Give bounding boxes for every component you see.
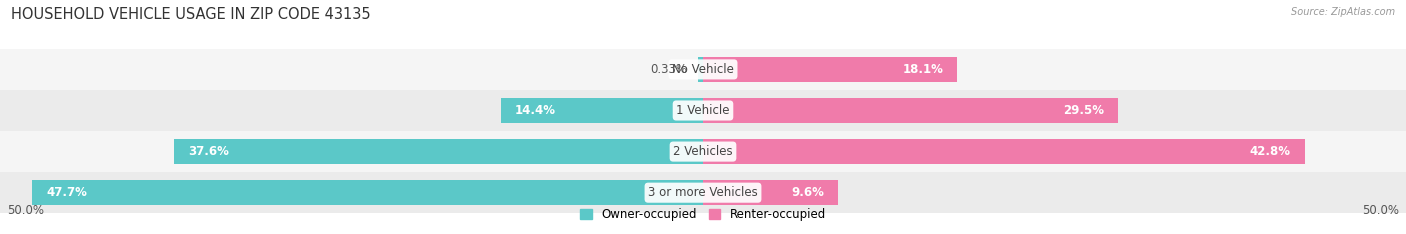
Text: Source: ZipAtlas.com: Source: ZipAtlas.com <box>1291 7 1395 17</box>
Bar <box>0 90 1406 131</box>
Text: 14.4%: 14.4% <box>515 104 555 117</box>
Text: 1 Vehicle: 1 Vehicle <box>676 104 730 117</box>
Bar <box>501 98 703 123</box>
Bar <box>32 180 703 205</box>
Bar <box>703 57 957 82</box>
Bar <box>174 139 703 164</box>
Bar <box>703 98 1118 123</box>
Text: 18.1%: 18.1% <box>903 63 943 76</box>
Text: 0.33%: 0.33% <box>650 63 688 76</box>
Text: 2 Vehicles: 2 Vehicles <box>673 145 733 158</box>
Legend: Owner-occupied, Renter-occupied: Owner-occupied, Renter-occupied <box>575 203 831 226</box>
Text: 47.7%: 47.7% <box>46 186 87 199</box>
Text: 50.0%: 50.0% <box>1362 204 1399 217</box>
Bar <box>0 172 1406 213</box>
Text: 29.5%: 29.5% <box>1063 104 1104 117</box>
Text: 50.0%: 50.0% <box>7 204 44 217</box>
Text: 3 or more Vehicles: 3 or more Vehicles <box>648 186 758 199</box>
Text: 42.8%: 42.8% <box>1250 145 1291 158</box>
Text: No Vehicle: No Vehicle <box>672 63 734 76</box>
Text: 9.6%: 9.6% <box>792 186 824 199</box>
Text: HOUSEHOLD VEHICLE USAGE IN ZIP CODE 43135: HOUSEHOLD VEHICLE USAGE IN ZIP CODE 4313… <box>11 7 371 22</box>
Bar <box>0 49 1406 90</box>
Bar <box>703 180 838 205</box>
Bar <box>0 131 1406 172</box>
Text: 37.6%: 37.6% <box>188 145 229 158</box>
Bar <box>699 57 703 82</box>
Bar <box>703 139 1305 164</box>
